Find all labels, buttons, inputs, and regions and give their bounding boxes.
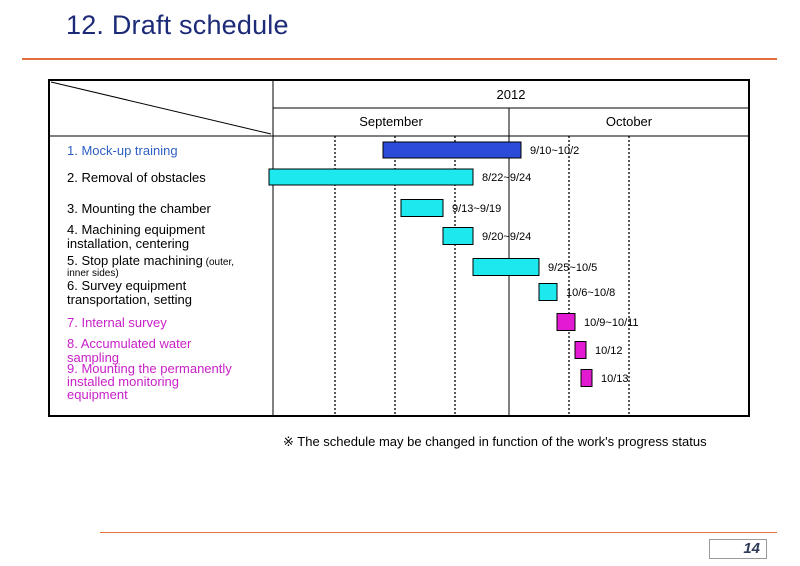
schedule-note: ※ The schedule may be changed in functio…	[283, 434, 707, 450]
task-label: inner sides)	[67, 268, 119, 279]
task-bar	[268, 168, 474, 186]
task-label: installed monitoring	[67, 374, 179, 389]
task-bar	[556, 313, 576, 331]
task-date-range: 9/10~10/2	[530, 145, 579, 157]
month-label: September	[359, 114, 423, 129]
note-mark: ※	[283, 434, 294, 449]
task-bar	[382, 141, 522, 159]
task-date-range: 10/13	[601, 373, 629, 385]
task-bar	[574, 341, 587, 359]
task-label: transportation, setting	[67, 292, 192, 307]
task-label: sampling	[67, 350, 119, 365]
note-text: The schedule may be changed in function …	[297, 434, 707, 449]
task-label: equipment	[67, 387, 128, 402]
header-diagonal	[50, 81, 272, 135]
task-date-range: 9/25~10/5	[548, 262, 597, 274]
footer-divider	[100, 532, 777, 533]
task-bar	[442, 227, 474, 245]
task-label: 6. Survey equipment	[67, 278, 187, 293]
task-label-suffix: (outer,	[203, 257, 234, 268]
title-divider	[22, 58, 777, 60]
month-label: October	[606, 114, 653, 129]
task-bar	[538, 283, 558, 301]
page-number: 14	[709, 539, 767, 559]
year-label: 2012	[497, 87, 526, 102]
task-label: 9. Mounting the permanently	[67, 361, 232, 376]
task-bar	[400, 199, 444, 217]
schedule-table-border	[48, 79, 750, 417]
task-label: 8. Accumulated water	[67, 336, 192, 351]
task-date-range: 10/12	[595, 345, 623, 357]
slide-title: 12. Draft schedule	[66, 10, 289, 40]
task-label: 4. Machining equipment	[67, 222, 205, 237]
task-date-range: 9/13~9/19	[452, 203, 501, 215]
task-bar	[472, 258, 540, 276]
task-date-range: 10/6~10/8	[566, 287, 615, 299]
task-label: 1. Mock-up training	[67, 143, 178, 158]
task-label: 3. Mounting the chamber	[67, 201, 211, 216]
task-bar	[580, 369, 593, 387]
task-label: 2. Removal of obstacles	[67, 170, 206, 185]
task-label: installation, centering	[67, 236, 189, 251]
task-date-range: 9/20~9/24	[482, 231, 531, 243]
task-label: 7. Internal survey	[67, 315, 167, 330]
task-date-range: 10/9~10/11	[584, 317, 639, 329]
task-label: 5. Stop plate machining (outer,	[67, 253, 234, 268]
task-date-range: 8/22~9/24	[482, 172, 531, 184]
